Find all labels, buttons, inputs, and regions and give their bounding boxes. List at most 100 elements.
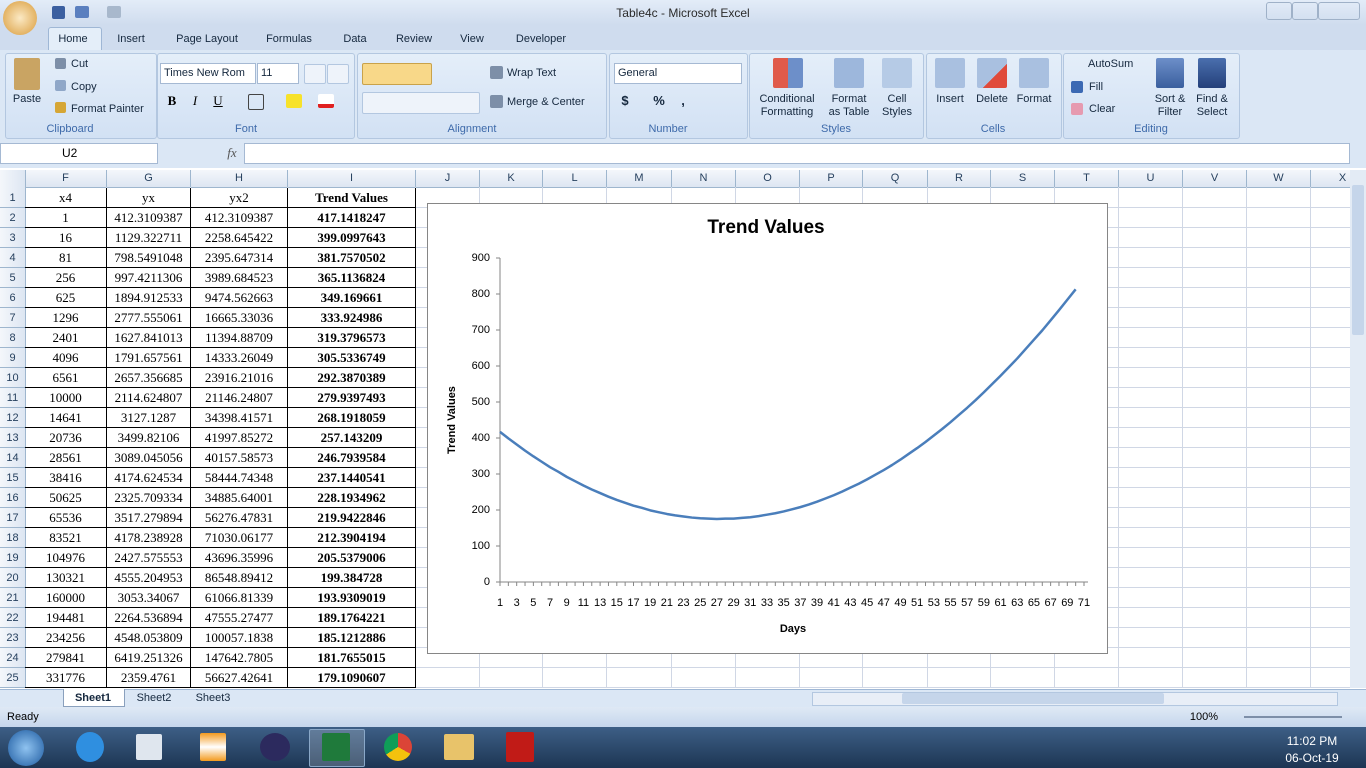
cell[interactable]: 28561 — [25, 448, 107, 468]
undo-icon[interactable] — [75, 6, 89, 18]
bold-button[interactable]: B — [167, 93, 177, 108]
cell[interactable]: 381.7570502 — [288, 248, 416, 268]
column-header[interactable]: J — [416, 170, 480, 187]
cell[interactable]: 43696.35996 — [191, 548, 288, 568]
close-button[interactable] — [1318, 2, 1360, 20]
h-scroll-thumb[interactable] — [902, 693, 1164, 704]
row-header[interactable]: 14 — [0, 448, 25, 468]
column-header[interactable]: V — [1183, 170, 1247, 187]
merge-center-button[interactable]: Merge & Center — [507, 96, 585, 108]
format-table-button[interactable]: Format — [831, 93, 867, 105]
cell[interactable]: 21146.24807 — [191, 388, 288, 408]
cell[interactable]: 3089.045056 — [107, 448, 191, 468]
cell[interactable]: 83521 — [25, 528, 107, 548]
cell[interactable]: 331776 — [25, 668, 107, 688]
cell[interactable]: 365.1136824 — [288, 268, 416, 288]
row-header[interactable]: 12 — [0, 408, 25, 428]
cell[interactable]: 3989.684523 — [191, 268, 288, 288]
chart[interactable]: Trend Values Days Trend Values 0 100 200 30… — [427, 203, 1108, 654]
column-header[interactable]: K — [480, 170, 543, 187]
cell[interactable]: 212.3904194 — [288, 528, 416, 548]
wrap-icon[interactable] — [490, 66, 503, 79]
row-header[interactable]: 25 — [0, 668, 25, 688]
column-header[interactable]: M — [607, 170, 672, 187]
row-header[interactable]: 17 — [0, 508, 25, 528]
cell[interactable]: 16 — [25, 228, 107, 248]
restore-button[interactable] — [1292, 2, 1318, 20]
column-header[interactable]: O — [736, 170, 800, 187]
cell[interactable]: 349.169661 — [288, 288, 416, 308]
cell[interactable]: 20736 — [25, 428, 107, 448]
cell[interactable]: 625 — [25, 288, 107, 308]
cell[interactable]: 319.3796573 — [288, 328, 416, 348]
row-header[interactable]: 6 — [0, 288, 25, 308]
column-header[interactable]: S — [991, 170, 1055, 187]
fill-color-button[interactable] — [286, 94, 302, 108]
save-icon[interactable] — [52, 6, 65, 19]
cell[interactable]: 4178.238928 — [107, 528, 191, 548]
row-header[interactable]: 7 — [0, 308, 25, 328]
currency-button[interactable]: $ — [621, 93, 629, 108]
cell[interactable]: 2395.647314 — [191, 248, 288, 268]
cell[interactable]: 246.7939584 — [288, 448, 416, 468]
media-icon[interactable] — [136, 734, 162, 760]
cell[interactable]: 205.5379006 — [288, 548, 416, 568]
cell[interactable]: 81 — [25, 248, 107, 268]
cell[interactable]: 11394.88709 — [191, 328, 288, 348]
sort-filter-button[interactable]: Sort & — [1154, 93, 1186, 105]
cell[interactable]: 56276.47831 — [191, 508, 288, 528]
column-header[interactable]: U — [1119, 170, 1183, 187]
insert-button[interactable]: Insert — [936, 93, 964, 105]
cell[interactable]: yx — [107, 188, 191, 208]
copy-icon[interactable] — [55, 80, 66, 91]
cell[interactable]: 58444.74348 — [191, 468, 288, 488]
cell[interactable]: 34398.41571 — [191, 408, 288, 428]
paste-button[interactable]: Paste — [12, 93, 42, 105]
name-box[interactable] — [0, 143, 158, 164]
row-header[interactable]: 16 — [0, 488, 25, 508]
explorer-icon[interactable] — [444, 734, 474, 760]
row-header[interactable]: 1 — [0, 188, 25, 208]
table-icon[interactable] — [834, 58, 864, 88]
delete-button[interactable]: Delete — [976, 93, 1008, 105]
cell[interactable]: 256 — [25, 268, 107, 288]
row-header[interactable]: 5 — [0, 268, 25, 288]
cell[interactable]: 199.384728 — [288, 568, 416, 588]
cut-icon[interactable] — [55, 58, 66, 69]
cell[interactable]: 234256 — [25, 628, 107, 648]
cell[interactable]: 3127.1287 — [107, 408, 191, 428]
clear-button[interactable]: Clear — [1089, 103, 1116, 115]
cell[interactable]: 219.9422846 — [288, 508, 416, 528]
find-icon[interactable] — [1198, 58, 1226, 88]
sort-filter-button[interactable]: Filter — [1157, 106, 1183, 118]
font-name-box[interactable] — [160, 63, 256, 84]
conditional-icon[interactable] — [773, 58, 803, 88]
cell[interactable]: 798.5491048 — [107, 248, 191, 268]
column-header[interactable]: R — [928, 170, 991, 187]
cell[interactable]: 71030.06177 — [191, 528, 288, 548]
ribbon-tab[interactable]: Review — [395, 33, 433, 45]
row-header[interactable]: 9 — [0, 348, 25, 368]
cell[interactable]: 14333.26049 — [191, 348, 288, 368]
row-header[interactable]: 21 — [0, 588, 25, 608]
row-header[interactable]: 11 — [0, 388, 25, 408]
ribbon-tab[interactable]: Home — [58, 33, 88, 45]
formula-input[interactable] — [244, 143, 1350, 164]
format-painter-button[interactable]: Format Painter — [71, 103, 144, 115]
cell[interactable]: 40157.58573 — [191, 448, 288, 468]
cell[interactable]: 193.9309019 — [288, 588, 416, 608]
paste-icon[interactable] — [14, 58, 40, 90]
cell[interactable]: 1129.322711 — [107, 228, 191, 248]
column-header[interactable]: I — [288, 170, 416, 187]
cell[interactable]: 1791.657561 — [107, 348, 191, 368]
cell[interactable]: 2258.645422 — [191, 228, 288, 248]
cell[interactable]: Trend Values — [288, 188, 416, 208]
sheet-tab[interactable]: Sheet1 — [74, 692, 112, 704]
comma-button[interactable]: , — [681, 93, 685, 108]
cell[interactable]: 160000 — [25, 588, 107, 608]
font-size-box[interactable] — [257, 63, 299, 84]
ribbon-tab[interactable]: View — [460, 33, 484, 45]
ribbon-tab[interactable]: Developer — [515, 33, 567, 45]
cell[interactable]: 228.1934962 — [288, 488, 416, 508]
cell[interactable]: 16665.33036 — [191, 308, 288, 328]
